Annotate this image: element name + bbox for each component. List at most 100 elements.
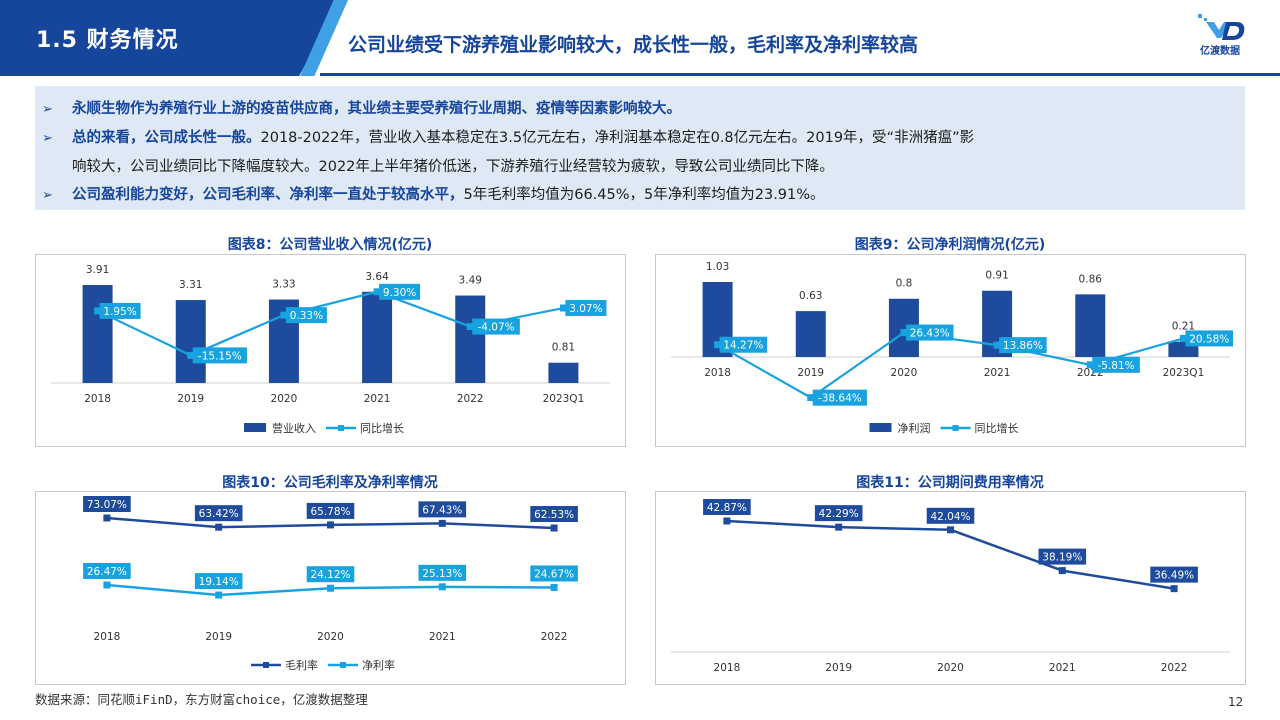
category-label-5: 2023Q1 — [543, 393, 585, 405]
legend-marker-1 — [338, 425, 344, 431]
arrow-icon: ➢ — [42, 102, 53, 117]
series-0-point-2 — [327, 521, 334, 529]
bar-value-label-5: 0.81 — [552, 342, 575, 354]
growth-label-4-bg — [1092, 356, 1140, 373]
category-label-2: 2020 — [937, 662, 964, 674]
category-label-2: 2020 — [271, 393, 298, 405]
series-0-point-0 — [723, 517, 731, 525]
chart-10-frame: 73.07% 63.42% 65.78% 67.43% 62.53% 26.47% 19.1… — [35, 491, 626, 685]
growth-point-0 — [94, 307, 102, 315]
arrow-icon: ➢ — [42, 188, 53, 203]
growth-label-2-bg — [285, 307, 327, 324]
growth-point-1 — [807, 394, 815, 402]
header-banner — [0, 0, 340, 76]
company-logo-icon — [1198, 14, 1245, 40]
growth-point-5 — [1179, 334, 1187, 342]
category-label-2: 2020 — [317, 631, 344, 643]
chart-8-frame: 3.91 2018 3.31 2019 3.33 2020 3.64 2021 3.49 2022… — [35, 254, 626, 447]
growth-point-1 — [187, 351, 195, 359]
chart-10-margins: 73.07% 63.42% 65.78% 67.43% 62.53% 26.47% 19.1… — [83, 496, 578, 672]
category-label-1: 2019 — [825, 662, 852, 674]
series-1-label-1-bg — [194, 573, 243, 590]
category-label-4: 2022 — [457, 393, 484, 405]
series-0-label-4-bg — [1150, 566, 1198, 583]
series-0-label-1-bg — [194, 505, 243, 522]
series-0-label-0: 73.07% — [87, 499, 127, 511]
series-0-label-4-bg — [530, 506, 578, 523]
growth-point-0 — [714, 341, 722, 349]
series-0-point-4 — [1170, 585, 1178, 593]
series-0-point-4 — [550, 524, 558, 532]
growth-label-4: -4.07% — [477, 322, 514, 334]
chart-11-title: 图表11：公司期间费用率情况 — [856, 475, 1044, 491]
growth-label-5: 3.07% — [569, 303, 602, 315]
series-1-point-1 — [215, 591, 223, 599]
bar-value-label-2: 0.8 — [896, 278, 913, 290]
legend-label-0: 毛利率 — [285, 658, 318, 672]
chart-11-frame: 42.87% 42.29% 42.04% 38.19% 36.49% 2018 2019 20… — [655, 491, 1246, 685]
legend-marker-1 — [952, 425, 959, 431]
series-0-point-3 — [1058, 567, 1066, 575]
growth-label-5-bg — [565, 300, 607, 317]
growth-point-2 — [280, 311, 288, 319]
logo-text: 亿渡数据 — [1200, 46, 1240, 57]
series-1-point-3 — [438, 583, 446, 591]
series-0-label-2: 42.04% — [930, 511, 970, 523]
summary-box: ➢ 永顺生物作为养殖行业上游的疫苗供应商，其业绩主要受养殖行业周期、疫情等因素影… — [35, 86, 1245, 210]
growth-label-3: 9.30% — [383, 287, 416, 299]
growth-point-3 — [373, 288, 381, 296]
header-underline — [320, 73, 1280, 76]
series-0-label-3: 67.43% — [422, 504, 462, 516]
bar-value-label-4: 0.86 — [1079, 273, 1103, 285]
growth-label-2: 26.43% — [910, 328, 950, 340]
growth-point-4 — [1086, 361, 1094, 369]
series-1-label-2: 24.12% — [310, 569, 350, 581]
growth-label-0-bg — [99, 302, 141, 319]
growth-label-2-bg — [905, 324, 954, 341]
growth-point-5 — [559, 304, 567, 312]
growth-label-1: -38.64% — [818, 393, 862, 405]
legend-swatch-0 — [869, 423, 892, 432]
arrow-icon: ➢ — [42, 131, 53, 146]
category-label-5: 2023Q1 — [1163, 367, 1205, 379]
chart-10-title: 图表10：公司毛利率及净利率情况 — [222, 475, 438, 491]
series-0-point-2 — [947, 526, 954, 534]
bar-value-label-0: 1.03 — [706, 261, 729, 273]
series-0-label-0-bg — [703, 499, 751, 515]
growth-label-4-bg — [472, 318, 520, 335]
category-label-3: 2021 — [429, 631, 456, 643]
series-0-label-4: 36.49% — [1154, 570, 1194, 582]
series-1-label-3-bg — [418, 564, 467, 581]
legend-label-0: 净利润 — [898, 421, 931, 435]
category-label-3: 2021 — [364, 393, 391, 405]
growth-label-4: -5.81% — [1097, 360, 1134, 372]
legend-label-1: 净利率 — [362, 658, 395, 672]
legend-marker-0 — [263, 662, 269, 668]
series-0-point-1 — [215, 523, 223, 531]
series-1-point-0 — [103, 581, 111, 589]
series-0-label-3-bg — [418, 501, 467, 518]
legend-label-1: 同比增长 — [975, 421, 1019, 435]
bar-value-label-5: 0.21 — [1172, 321, 1195, 333]
growth-point-4 — [466, 323, 474, 331]
page-number: 12 — [1228, 695, 1244, 709]
series-0-label-1-bg — [814, 505, 863, 522]
series-1-label-3: 25.13% — [422, 568, 462, 580]
growth-label-0-bg — [719, 336, 768, 353]
category-label-3: 2021 — [984, 367, 1011, 379]
category-label-0: 2018 — [714, 662, 741, 674]
series-0-point-1 — [835, 523, 843, 531]
bar-0 — [82, 285, 113, 383]
bar-3 — [362, 291, 393, 383]
series-0-label-0-bg — [83, 496, 131, 512]
series-0-point-0 — [103, 514, 111, 522]
legend-marker-1 — [340, 662, 346, 668]
summary-bullet-2: ➢ 总的来看，公司成长性一般。2018-2022年，营业收入基本稳定在3.5亿元… — [35, 124, 1245, 182]
chart-9-title: 图表9：公司净利润情况(亿元) — [854, 237, 1046, 253]
series-0-label-1: 63.42% — [199, 508, 239, 520]
growth-label-5-bg — [1185, 330, 1234, 347]
growth-label-2: 0.33% — [290, 310, 323, 322]
series-1-label-4: 24.67% — [534, 568, 574, 580]
category-label-0: 2018 — [704, 367, 731, 379]
growth-label-3-bg — [999, 337, 1047, 354]
